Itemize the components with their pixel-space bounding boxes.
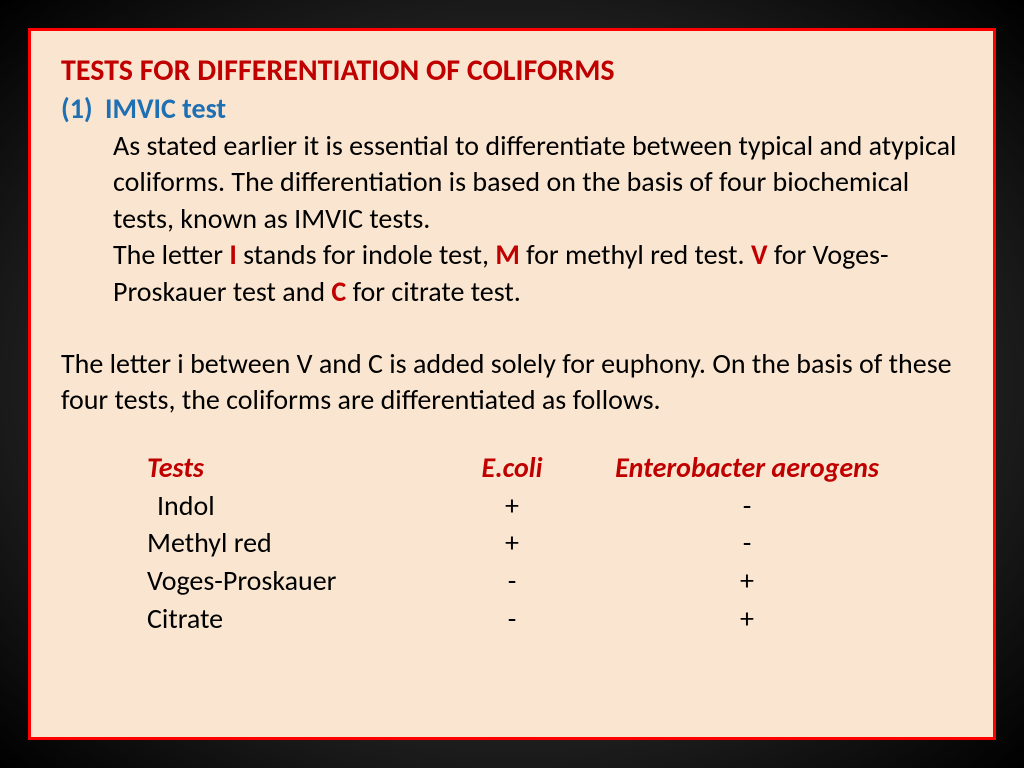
table-cell-enterobacter: + (587, 600, 907, 638)
table-row: Methyl red + - (147, 524, 963, 562)
paragraph-1: As stated earlier it is essential to dif… (61, 128, 963, 310)
table-cell-test: Citrate (147, 600, 437, 638)
table-cell-ecoli: - (437, 562, 587, 600)
slide-card: TESTS FOR DIFFERENTIATION OF COLIFORMS (… (28, 28, 996, 740)
table-header-tests: Tests (147, 449, 437, 487)
table-header-ecoli: E.coli (437, 449, 587, 487)
results-table: Tests E.coli Enterobacter aerogens Indol… (61, 449, 963, 638)
subtitle-row: (1)IMVIC test (61, 91, 963, 126)
table-cell-enterobacter: + (587, 562, 907, 600)
table-header-row: Tests E.coli Enterobacter aerogens (147, 449, 963, 487)
letter-i: I (229, 237, 236, 272)
letter-m: M (495, 237, 519, 272)
table-cell-enterobacter: - (587, 524, 907, 562)
subtitle-text: IMVIC test (105, 91, 226, 126)
para1-b-pre: The letter (113, 237, 229, 272)
letter-c: C (331, 274, 346, 309)
table-cell-test: Indol (147, 487, 437, 525)
para1-a: As stated earlier it is essential to dif… (113, 128, 956, 236)
letter-v: V (751, 237, 768, 272)
para1-b-post: for citrate test. (346, 274, 521, 309)
paragraph-2: The letter i between V and C is added so… (61, 346, 963, 419)
table-row: Voges-Proskauer - + (147, 562, 963, 600)
subtitle-number: (1) (61, 91, 105, 126)
para1-b-mid2: for methyl red test. (520, 237, 751, 272)
para1-b-mid1: stands for indole test, (237, 237, 496, 272)
table-cell-test: Methyl red (147, 524, 437, 562)
table-cell-ecoli: + (437, 524, 587, 562)
slide-title: TESTS FOR DIFFERENTIATION OF COLIFORMS (61, 53, 963, 89)
table-row: Citrate - + (147, 600, 963, 638)
table-cell-ecoli: - (437, 600, 587, 638)
table-cell-test: Voges-Proskauer (147, 562, 437, 600)
table-row: Indol + - (147, 487, 963, 525)
table-cell-enterobacter: - (587, 487, 907, 525)
table-cell-ecoli: + (437, 487, 587, 525)
table-header-enterobacter: Enterobacter aerogens (587, 449, 907, 487)
